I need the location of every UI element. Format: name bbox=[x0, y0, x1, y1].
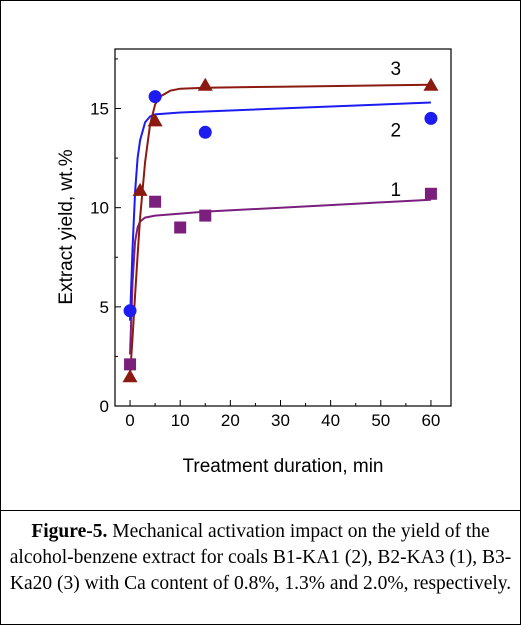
y-axis-label: Extract yield, wt.% bbox=[56, 149, 77, 304]
data-point-series-1 bbox=[424, 187, 437, 200]
figure-caption-text: Mechanical activation impact on the yiel… bbox=[9, 521, 512, 594]
data-point-series-3 bbox=[132, 182, 148, 196]
fit-curve-1 bbox=[129, 198, 431, 355]
y-tick-label: 0 bbox=[100, 397, 109, 416]
x-tick-label: 30 bbox=[271, 411, 290, 430]
figure-number: Figure-5. bbox=[31, 521, 108, 542]
series-label-3: 3 bbox=[391, 59, 402, 80]
data-point-series-1 bbox=[124, 358, 137, 371]
x-tick-label: 20 bbox=[221, 411, 240, 430]
axis-ticks: 0 10 20 30 40 50 60 0 5 10 15 bbox=[90, 58, 440, 430]
x-axis-label: Treatment duration, min bbox=[183, 456, 384, 477]
x-tick-label: 10 bbox=[171, 411, 190, 430]
plot-area bbox=[114, 48, 452, 407]
fit-curves bbox=[129, 83, 431, 377]
data-point-series-1 bbox=[149, 195, 162, 208]
fit-curve-3 bbox=[129, 83, 431, 377]
data-point-series-1 bbox=[199, 209, 212, 222]
y-tick-label: 5 bbox=[100, 298, 109, 317]
x-tick-label: 40 bbox=[321, 411, 340, 430]
caption-divider bbox=[0, 510, 521, 511]
series-label-2: 2 bbox=[391, 120, 402, 141]
data-points bbox=[122, 77, 439, 383]
data-point-series-2 bbox=[424, 111, 438, 125]
data-point-series-2 bbox=[148, 90, 162, 104]
data-point-series-1 bbox=[174, 221, 187, 234]
y-tick-label: 10 bbox=[90, 199, 109, 218]
data-point-series-3 bbox=[197, 77, 213, 91]
data-point-series-3 bbox=[423, 77, 439, 91]
chart: 0 10 20 30 40 50 60 0 5 10 15 1 2 3 Treatment durati… bbox=[56, 48, 452, 477]
series-label-1: 1 bbox=[391, 180, 402, 201]
data-point-series-3 bbox=[147, 113, 163, 127]
x-tick-label: 60 bbox=[421, 411, 440, 430]
fit-curve-2 bbox=[129, 101, 431, 321]
y-tick-label: 15 bbox=[90, 100, 109, 119]
x-tick-label: 50 bbox=[371, 411, 390, 430]
series-labels: 1 2 3 bbox=[391, 59, 402, 201]
data-point-series-2 bbox=[123, 304, 137, 318]
figure-caption: Figure-5. Mechanical activation impact o… bbox=[6, 519, 515, 597]
data-point-series-2 bbox=[198, 125, 212, 139]
data-point-series-3 bbox=[122, 369, 138, 383]
x-tick-label: 0 bbox=[125, 411, 134, 430]
